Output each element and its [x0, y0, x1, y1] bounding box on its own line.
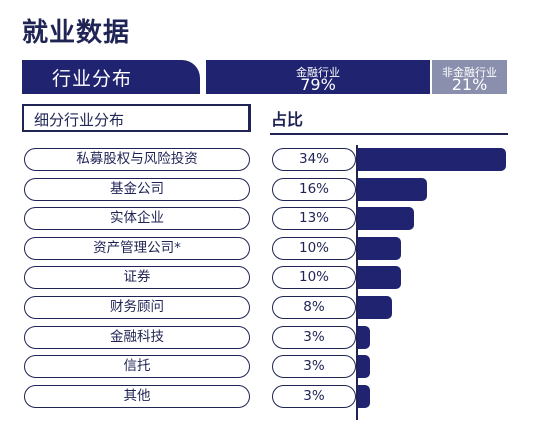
value-label: 3% — [272, 385, 356, 408]
category-label: 证券 — [24, 266, 250, 289]
value-label: 3% — [272, 355, 356, 378]
non-financial-value: 21% — [451, 75, 488, 94]
section-banner: 行业分布 — [22, 60, 200, 94]
financial-share-bar: 金融行业 79% — [206, 60, 430, 94]
share-bar — [357, 326, 371, 349]
value-label: 16% — [272, 178, 356, 201]
value-label: 10% — [272, 266, 356, 289]
share-bar — [357, 266, 401, 289]
value-label: 34% — [272, 148, 356, 171]
share-bar — [357, 148, 506, 171]
category-label: 其他 — [24, 385, 250, 408]
financial-label: 金融行业 — [296, 66, 340, 79]
subsector-header-label: 细分行业分布 — [34, 111, 125, 129]
share-bar — [357, 385, 371, 408]
header-divider — [270, 133, 508, 135]
subsector-header: 细分行业分布 — [22, 104, 251, 132]
chart-axis — [356, 145, 358, 420]
value-label: 13% — [272, 207, 356, 230]
category-label: 私募股权与风险投资 — [24, 148, 250, 171]
category-label: 财务顾问 — [24, 296, 250, 319]
share-bar — [357, 207, 414, 230]
value-label: 8% — [272, 296, 356, 319]
category-label: 信托 — [24, 355, 250, 378]
category-label: 金融科技 — [24, 326, 250, 349]
value-label: 10% — [272, 237, 356, 260]
page-title: 就业数据 — [22, 18, 131, 48]
category-label: 基金公司 — [24, 178, 250, 201]
share-bar — [357, 296, 393, 319]
category-label: 资产管理公司* — [24, 237, 250, 260]
non-financial-label: 非金融行业 — [442, 66, 497, 79]
section-title: 行业分布 — [52, 68, 133, 90]
share-header: 占比 — [271, 110, 304, 129]
share-bar — [357, 355, 371, 378]
non-financial-share-bar: 非金融行业 21% — [432, 60, 507, 94]
value-label: 3% — [272, 326, 356, 349]
share-bar — [357, 178, 428, 201]
share-bar — [357, 237, 401, 260]
category-label: 实体企业 — [24, 207, 250, 230]
financial-value: 79% — [300, 75, 336, 94]
